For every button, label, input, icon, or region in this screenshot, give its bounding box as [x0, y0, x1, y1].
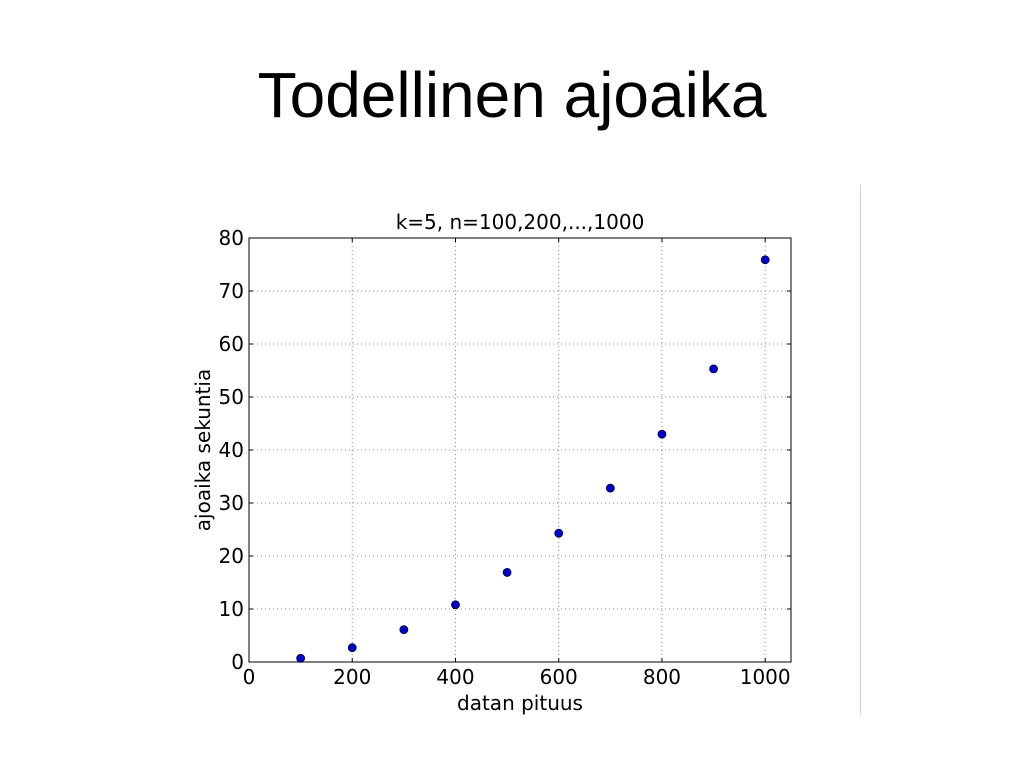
data-point [502, 568, 512, 577]
data-points [296, 255, 770, 663]
y-tick-label: 0 [231, 650, 244, 674]
y-tick-label: 70 [219, 279, 244, 303]
y-tick-label: 80 [219, 226, 244, 250]
grid [249, 238, 791, 662]
y-axis-label: ajoaika sekuntia [191, 369, 215, 531]
y-tick-label: 60 [219, 332, 244, 356]
data-point [347, 643, 357, 653]
x-tick-label: 800 [643, 665, 681, 689]
data-point [451, 600, 460, 610]
data-point [296, 653, 306, 663]
data-point [605, 483, 615, 493]
y-tick-label: 30 [219, 491, 244, 515]
data-point [399, 625, 409, 635]
chart-title: k=5, n=100,200,...,1000 [396, 210, 645, 234]
data-point [760, 255, 770, 265]
ticks: 0 200 400 600 800 1000 0 10 20 30 40 50 60 70 80 [219, 226, 791, 689]
y-tick-label: 10 [219, 597, 244, 621]
x-tick-label: 200 [333, 665, 371, 689]
y-tick-label: 20 [219, 544, 244, 568]
slide-divider [860, 185, 861, 715]
data-point [554, 528, 564, 538]
data-point [657, 429, 667, 439]
y-tick-label: 40 [219, 438, 244, 462]
x-tick-label: 0 [243, 665, 256, 689]
x-tick-label: 1000 [740, 665, 791, 689]
x-tick-label: 600 [540, 665, 578, 689]
x-tick-label: 400 [436, 665, 474, 689]
slide-title: Todellinen ajoaika [257, 59, 767, 131]
data-point [709, 364, 718, 374]
x-axis-label: datan pituus [457, 691, 583, 715]
y-tick-label: 50 [219, 385, 244, 409]
